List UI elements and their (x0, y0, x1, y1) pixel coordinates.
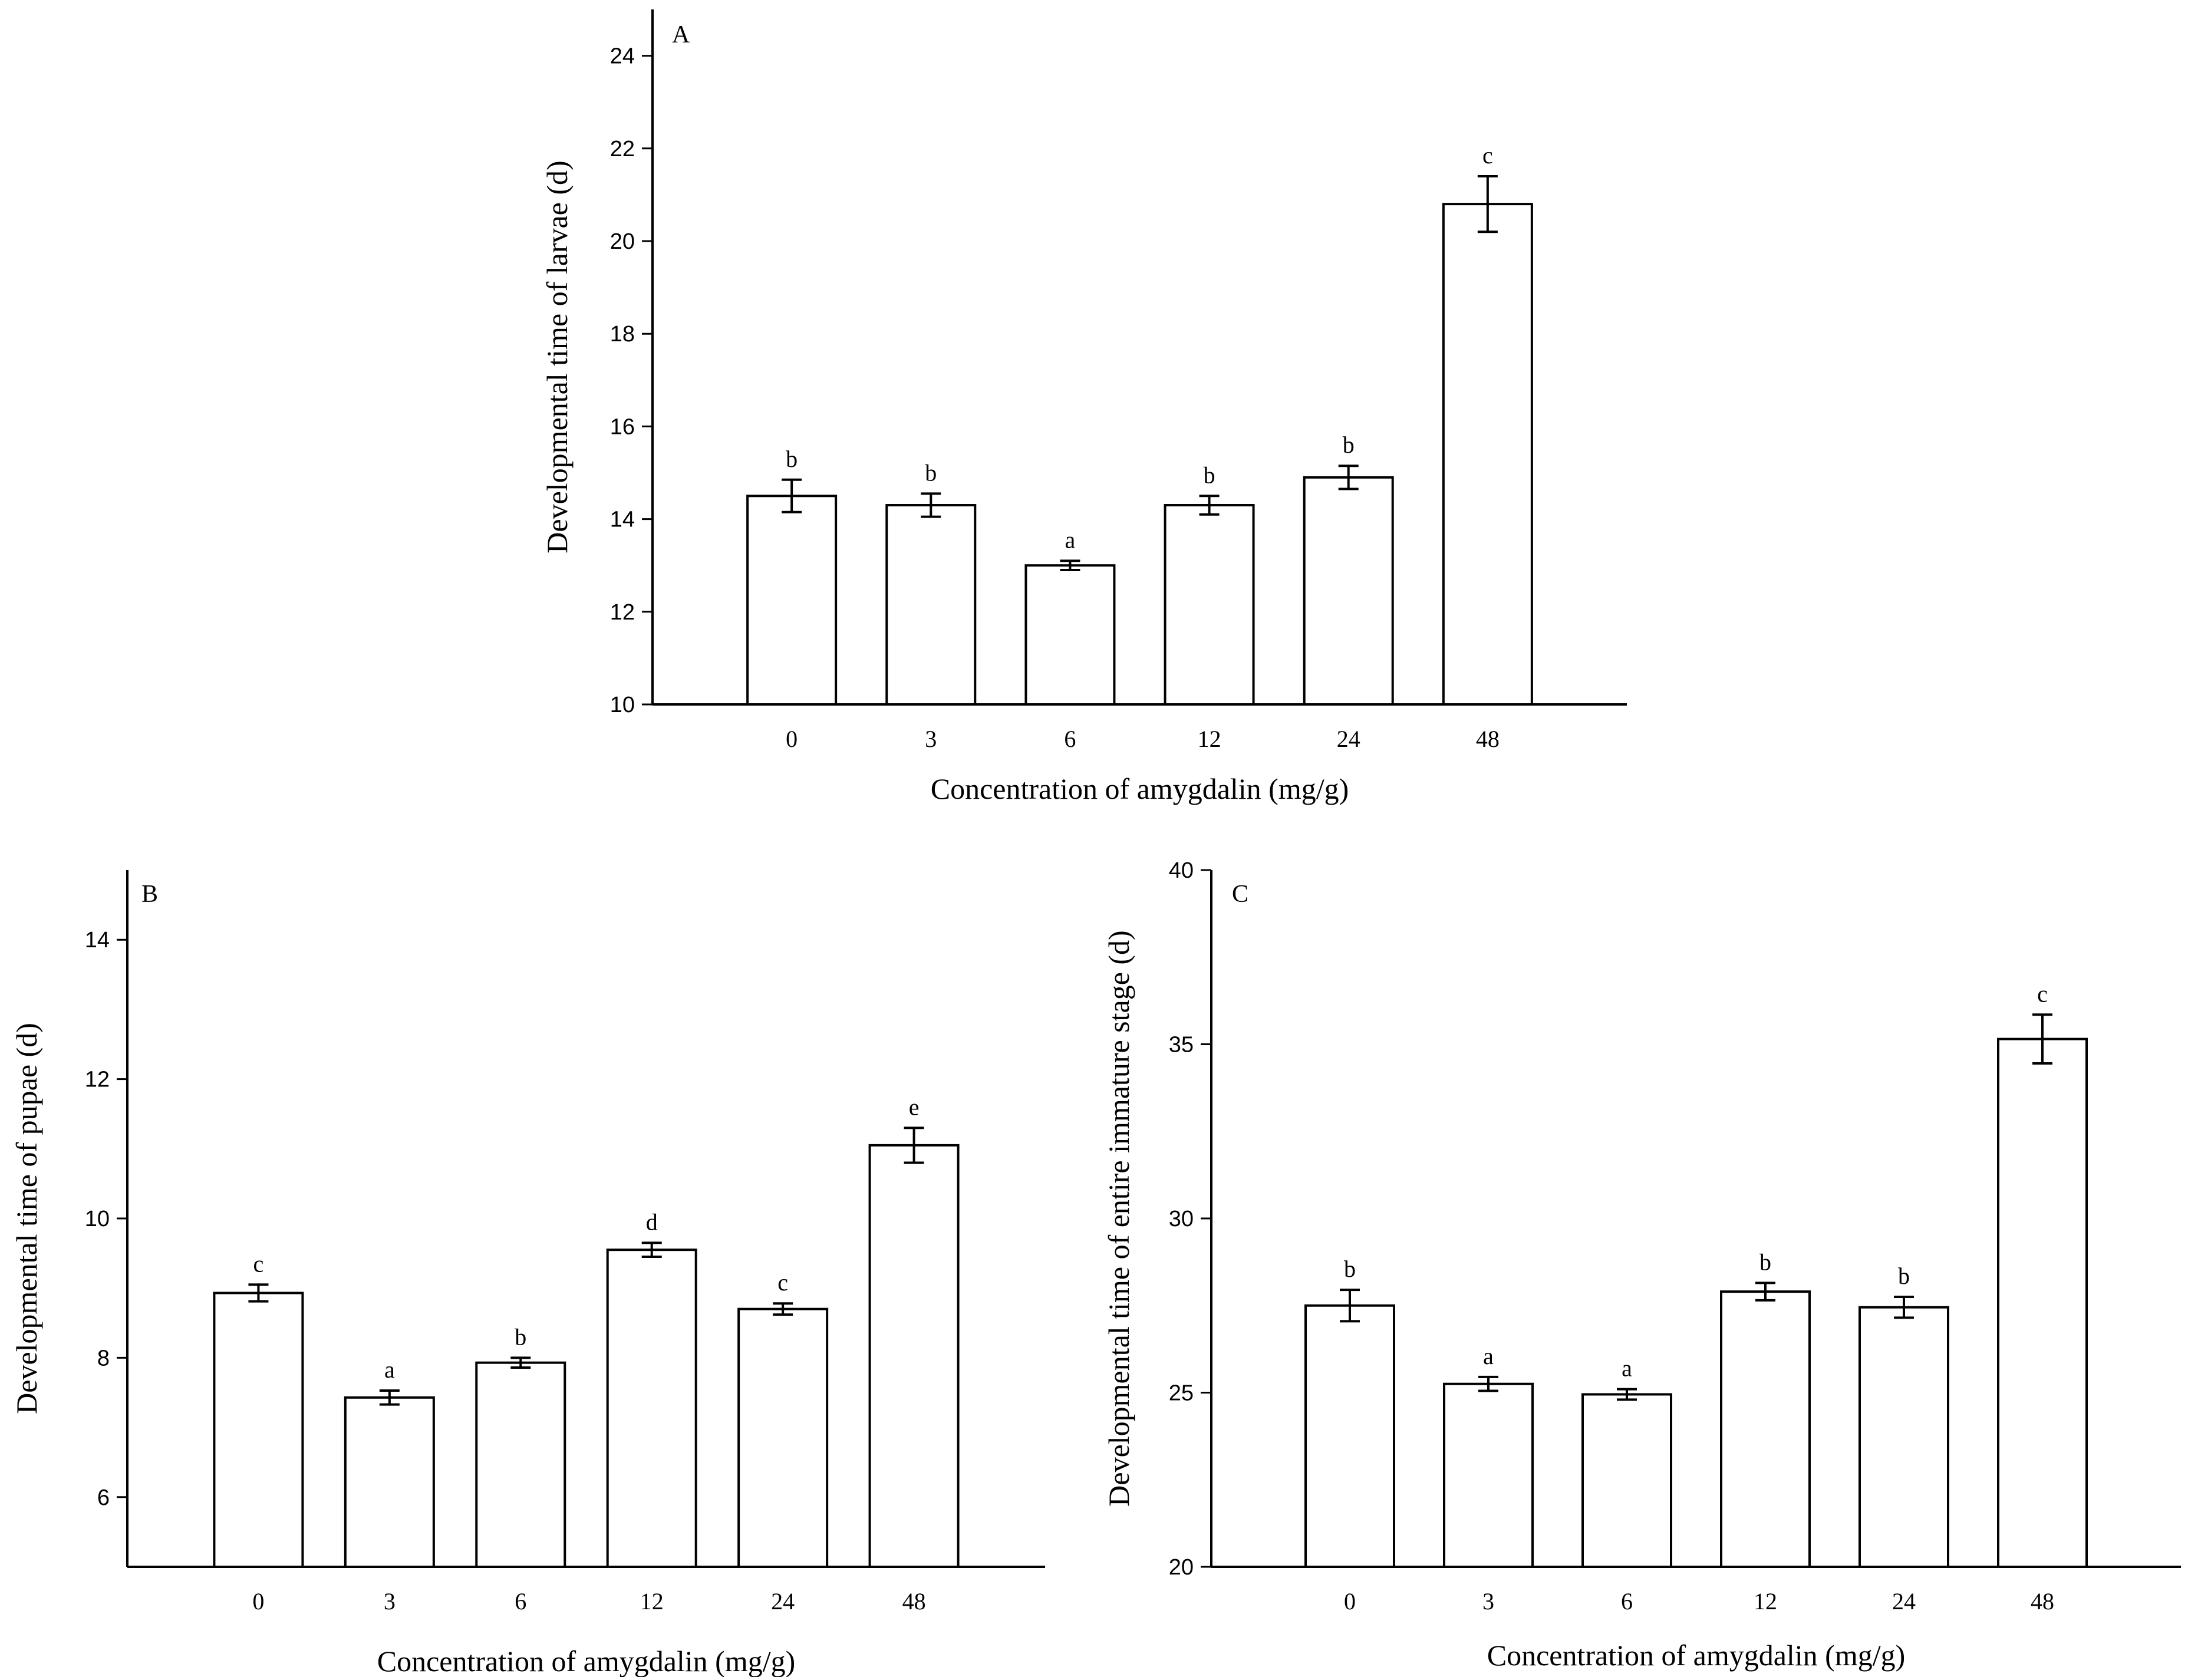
x-tick-label: 48 (2031, 1588, 2054, 1615)
panel-label: A (672, 21, 690, 48)
significance-letter: c (1482, 142, 1493, 169)
bar (868, 1144, 960, 1568)
x-axis-title: Concentration of amygdalin (mg/g) (931, 772, 1349, 805)
chart-panel-a: 10 12 14 16 18 20 22 24 b 0 b 3 a 6 b 12 b 24 c 48 A Concentr… (541, 9, 1627, 805)
bar (475, 1361, 566, 1569)
y-tick-label: 16 (610, 414, 635, 439)
x-tick-label: 6 (1064, 726, 1076, 752)
x-tick-label: 48 (902, 1588, 926, 1615)
y-axis-title: Developmental time of pupae (d) (10, 1023, 43, 1414)
x-tick-label: 3 (925, 726, 937, 752)
significance-letter: b (925, 459, 937, 486)
y-axis-title: Developmental time of entire immature st… (1102, 930, 1135, 1506)
y-tick-label: 20 (1169, 1555, 1194, 1580)
x-tick-label: 6 (515, 1588, 526, 1615)
significance-letter: b (1759, 1249, 1771, 1275)
bar (213, 1292, 304, 1569)
x-tick-label: 12 (1754, 1588, 1777, 1615)
y-tick-label: 14 (85, 928, 110, 953)
y-tick-label: 12 (85, 1068, 110, 1092)
significance-letter: b (1343, 431, 1355, 458)
significance-letter: c (2037, 980, 2048, 1007)
y-tick-label: 24 (610, 44, 635, 69)
significance-letter: b (786, 446, 798, 472)
y-tick-label: 14 (610, 508, 635, 532)
x-tick-label: 24 (1337, 726, 1360, 752)
bar (885, 504, 977, 706)
significance-letter: c (253, 1250, 264, 1277)
significance-letter: a (1622, 1355, 1632, 1382)
x-axis-title: Concentration of amygdalin (mg/g) (1487, 1639, 1906, 1672)
bar (746, 495, 838, 706)
chart-panel-c: 20 25 30 35 40 b 0 a 3 a 6 b 12 b 24 c 48 C Concentration … (1102, 858, 2181, 1672)
y-tick-label: 8 (97, 1346, 110, 1371)
y-tick-label: 25 (1169, 1381, 1194, 1406)
significance-letter: d (646, 1208, 658, 1235)
y-tick-label: 30 (1169, 1207, 1194, 1231)
y-tick-label: 6 (97, 1485, 110, 1510)
bar (1997, 1037, 2088, 1568)
y-tick-label: 18 (610, 322, 635, 347)
bar (1303, 476, 1394, 706)
significance-letter: b (1344, 1256, 1356, 1282)
y-tick-label: 35 (1169, 1033, 1194, 1058)
bar (1581, 1393, 1672, 1569)
x-tick-label: 24 (771, 1588, 795, 1615)
significance-letter: a (384, 1356, 395, 1383)
x-tick-label: 3 (1482, 1588, 1494, 1615)
significance-letter: b (515, 1323, 526, 1350)
x-tick-label: 6 (1621, 1588, 1633, 1615)
bar (606, 1249, 697, 1568)
bar (1720, 1290, 1811, 1569)
x-tick-label: 3 (384, 1588, 396, 1615)
bar (1164, 504, 1255, 706)
x-tick-label: 12 (640, 1588, 664, 1615)
x-tick-label: 0 (786, 726, 798, 752)
x-tick-label: 12 (1198, 726, 1221, 752)
bar (1024, 564, 1116, 706)
bar (344, 1396, 435, 1568)
y-tick-label: 10 (610, 693, 635, 717)
x-tick-label: 24 (1892, 1588, 1916, 1615)
x-tick-label: 48 (1476, 726, 1500, 752)
x-axis-title: Concentration of amygdalin (mg/g) (377, 1645, 796, 1677)
significance-letter: a (1483, 1343, 1494, 1369)
bar (1442, 203, 1533, 706)
panel-label: C (1232, 881, 1248, 908)
bar (1304, 1304, 1395, 1568)
y-tick-label: 10 (85, 1207, 110, 1231)
x-tick-label: 0 (1344, 1588, 1356, 1615)
y-tick-label: 20 (610, 229, 635, 254)
significance-letter: b (1898, 1263, 1910, 1289)
significance-letter: c (777, 1269, 788, 1296)
panel-label: B (141, 881, 158, 908)
significance-letter: e (909, 1093, 920, 1120)
bar (737, 1307, 829, 1568)
bar (1859, 1306, 1949, 1569)
chart-panel-b: 6 8 10 12 14 c 0 a 3 b 6 d 12 c 24 e 48 B Concentration of… (10, 870, 1045, 1678)
significance-letter: a (1065, 526, 1076, 553)
bar (1443, 1382, 1534, 1569)
y-tick-label: 40 (1169, 858, 1194, 883)
x-tick-label: 0 (252, 1588, 264, 1615)
y-axis-title: Developmental time of larvae (d) (541, 160, 574, 553)
y-tick-label: 22 (610, 137, 635, 162)
significance-letter: b (1204, 462, 1215, 488)
y-tick-label: 12 (610, 600, 635, 625)
